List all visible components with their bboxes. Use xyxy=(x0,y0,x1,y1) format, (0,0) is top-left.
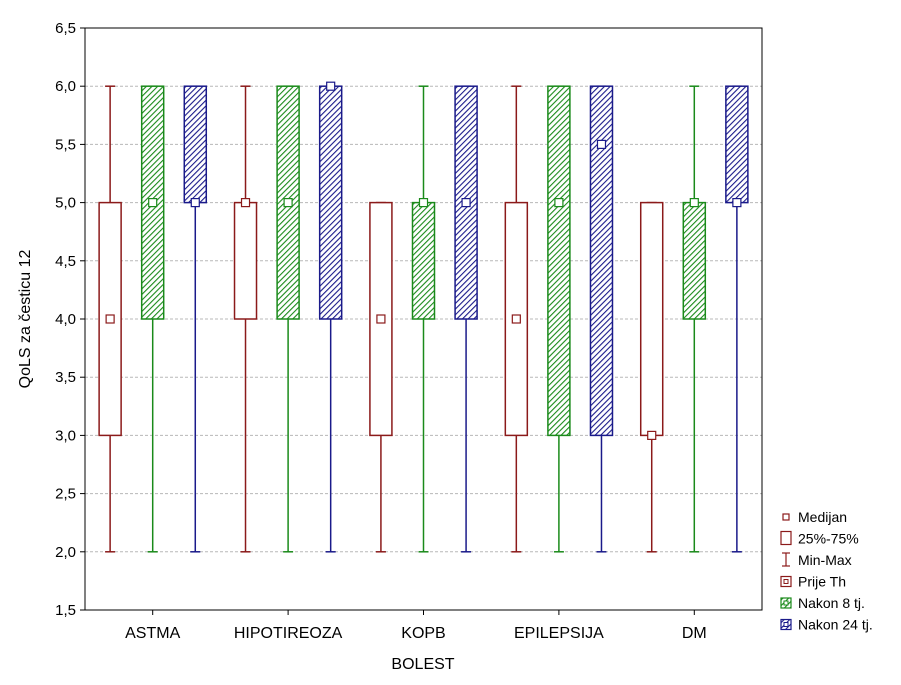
x-tick-label: KOPB xyxy=(401,625,445,642)
box-kopb-1 xyxy=(369,201,393,553)
box-hipotireoza-3 xyxy=(318,81,343,553)
legend-item-2: 25%-75% xyxy=(780,530,859,547)
y-tick-label: 6,5 xyxy=(55,20,76,37)
y-tick-label: 2,0 xyxy=(55,544,76,561)
box-hipotireoza-2 xyxy=(276,85,300,553)
legend-label: Nakon 8 tj. xyxy=(798,595,865,611)
legend-item-5: Nakon 8 tj. xyxy=(780,595,865,611)
legend-item-6: Nakon 24 tj. xyxy=(780,617,873,633)
box-astma-1 xyxy=(98,85,122,553)
box-hipotireoza-1 xyxy=(233,85,258,553)
iqr-box xyxy=(233,201,258,320)
x-tick-label: HIPOTIREOZA xyxy=(234,625,343,642)
y-tick-label: 3,5 xyxy=(55,369,76,386)
legend-label: Medijan xyxy=(798,509,847,525)
y-tick-label: 3,0 xyxy=(55,427,76,444)
box-epilepsija-3 xyxy=(589,85,614,553)
x-tick-label: ASTMA xyxy=(125,625,180,642)
iqr-box xyxy=(682,201,707,320)
iqr-box xyxy=(411,201,436,320)
y-tick-label: 1,5 xyxy=(55,602,76,619)
median-marker xyxy=(190,198,200,208)
legend-label: Min-Max xyxy=(798,552,852,568)
box-kopb-2 xyxy=(411,85,436,553)
y-axis: 1,5 2,0 2,5 3,0 3,5 4,0 4,5 5,0 5,5 6,0 6,5 xyxy=(55,20,85,619)
legend-item-3: Min-Max xyxy=(782,552,852,568)
y-tick-label: 5,5 xyxy=(55,136,76,153)
iqr-box xyxy=(183,85,208,204)
box-dm-3 xyxy=(725,85,749,553)
y-tick-label: 6,0 xyxy=(55,78,76,95)
iqr-box xyxy=(725,85,749,204)
median-marker xyxy=(647,430,657,440)
x-tick-label: DM xyxy=(682,625,707,642)
x-tick-label: EPILEPSIJA xyxy=(514,625,604,642)
box-epilepsija-2 xyxy=(547,85,571,553)
median-marker xyxy=(418,198,429,208)
median-marker xyxy=(596,139,607,149)
y-tick-label: 2,5 xyxy=(55,486,76,503)
box-dm-2 xyxy=(682,85,707,553)
x-axis: ASTMA HIPOTIREOZA KOPB EPILEPSIJA DM xyxy=(125,610,707,642)
y-tick-label: 4,5 xyxy=(55,253,76,270)
median-marker xyxy=(283,198,293,208)
median-marker xyxy=(511,314,521,324)
legend-item-1: Medijan xyxy=(782,509,847,525)
box-astma-2 xyxy=(140,85,165,553)
iqr-box xyxy=(318,85,343,320)
median-marker xyxy=(148,198,158,208)
median-marker xyxy=(240,198,251,208)
legend-label: Prije Th xyxy=(798,574,846,590)
box-dm-1 xyxy=(639,201,664,553)
legend: Medijan 25%-75% Min-Max Prije Th Nakon 8 tj.… xyxy=(780,509,873,633)
iqr-box xyxy=(547,85,571,437)
median-marker xyxy=(554,198,564,208)
median-marker xyxy=(689,198,699,208)
y-tick-label: 4,0 xyxy=(55,311,76,328)
median-marker xyxy=(461,198,471,208)
boxes-layer xyxy=(98,81,749,553)
legend-box-symbol xyxy=(780,530,792,546)
box-epilepsija-1 xyxy=(504,85,529,553)
box-astma-3 xyxy=(183,85,208,553)
box-kopb-3 xyxy=(454,85,478,553)
y-axis-title: QoLS za česticu 12 xyxy=(17,250,34,389)
legend-label: Nakon 24 tj. xyxy=(798,617,873,633)
legend-label: 25%-75% xyxy=(798,531,859,547)
legend-item-4: Prije Th xyxy=(780,574,846,590)
legend-median-symbol xyxy=(782,513,790,521)
median-marker xyxy=(732,198,742,208)
median-marker xyxy=(105,314,115,324)
median-marker xyxy=(376,314,386,324)
iqr-box xyxy=(639,201,664,437)
median-marker xyxy=(326,81,336,91)
y-tick-label: 5,0 xyxy=(55,195,76,212)
iqr-box xyxy=(589,85,614,437)
x-axis-title: BOLEST xyxy=(391,656,454,673)
